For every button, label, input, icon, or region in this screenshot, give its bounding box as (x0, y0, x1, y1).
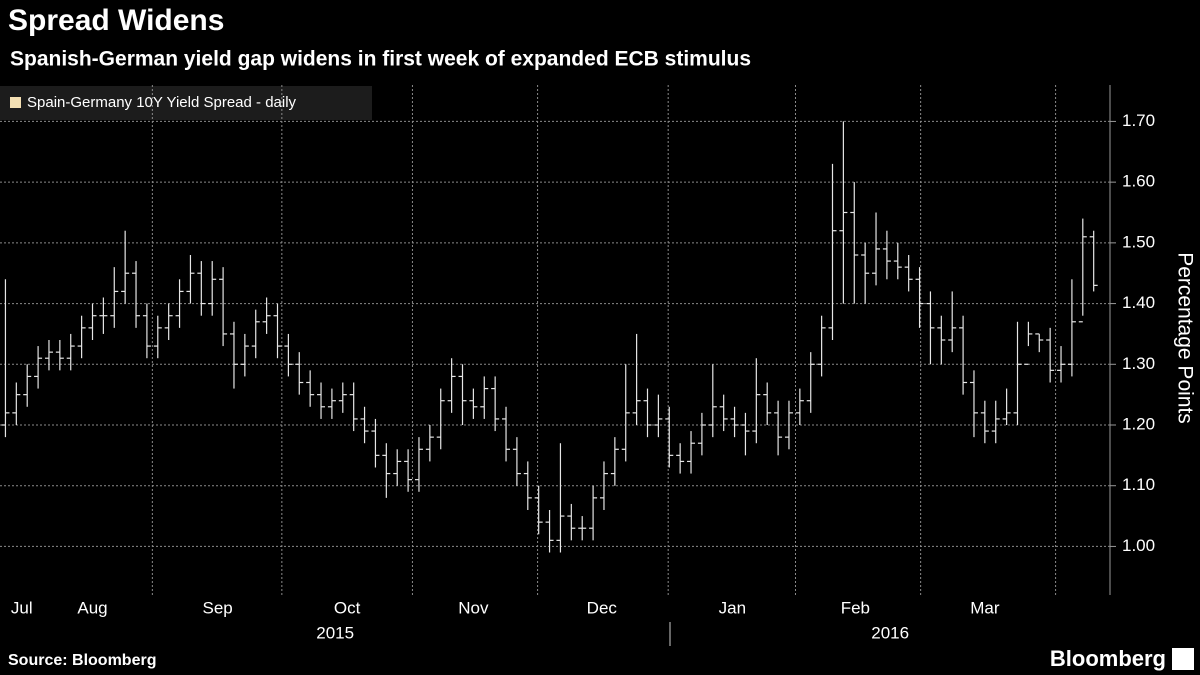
y-tick-label: 1.60 (1122, 172, 1155, 191)
x-tick-label: Dec (587, 598, 618, 617)
x-tick-label: Feb (841, 598, 870, 617)
y-axis-label: Percentage Points (1173, 252, 1196, 424)
brand: Bloomberg (1050, 646, 1166, 671)
y-tick-label: 1.30 (1122, 354, 1155, 373)
x-tick-label: Nov (458, 598, 489, 617)
year-label: 2016 (871, 623, 909, 642)
x-tick-label: Sep (203, 598, 233, 617)
y-tick-label: 1.50 (1122, 232, 1155, 251)
x-tick-label: Mar (970, 598, 1000, 617)
y-tick-label: 1.40 (1122, 293, 1155, 312)
x-tick-label: Jul (11, 598, 33, 617)
chart-subtitle: Spanish-German yield gap widens in first… (10, 48, 751, 71)
y-tick-label: 1.20 (1122, 414, 1155, 433)
x-tick-label: Oct (334, 598, 361, 617)
y-tick-label: 1.70 (1122, 111, 1155, 130)
legend-swatch (10, 97, 21, 108)
year-label: 2015 (316, 623, 354, 642)
x-tick-label: Aug (77, 598, 107, 617)
chart-title: Spread Widens (8, 4, 224, 37)
brand-icon (1172, 648, 1194, 670)
source: Source: Bloomberg (8, 652, 156, 669)
y-tick-label: 1.00 (1122, 536, 1155, 555)
y-tick-label: 1.10 (1122, 475, 1155, 494)
legend-box (0, 86, 372, 120)
x-tick-label: Jan (719, 598, 746, 617)
legend-label: Spain-Germany 10Y Yield Spread - daily (27, 94, 297, 111)
